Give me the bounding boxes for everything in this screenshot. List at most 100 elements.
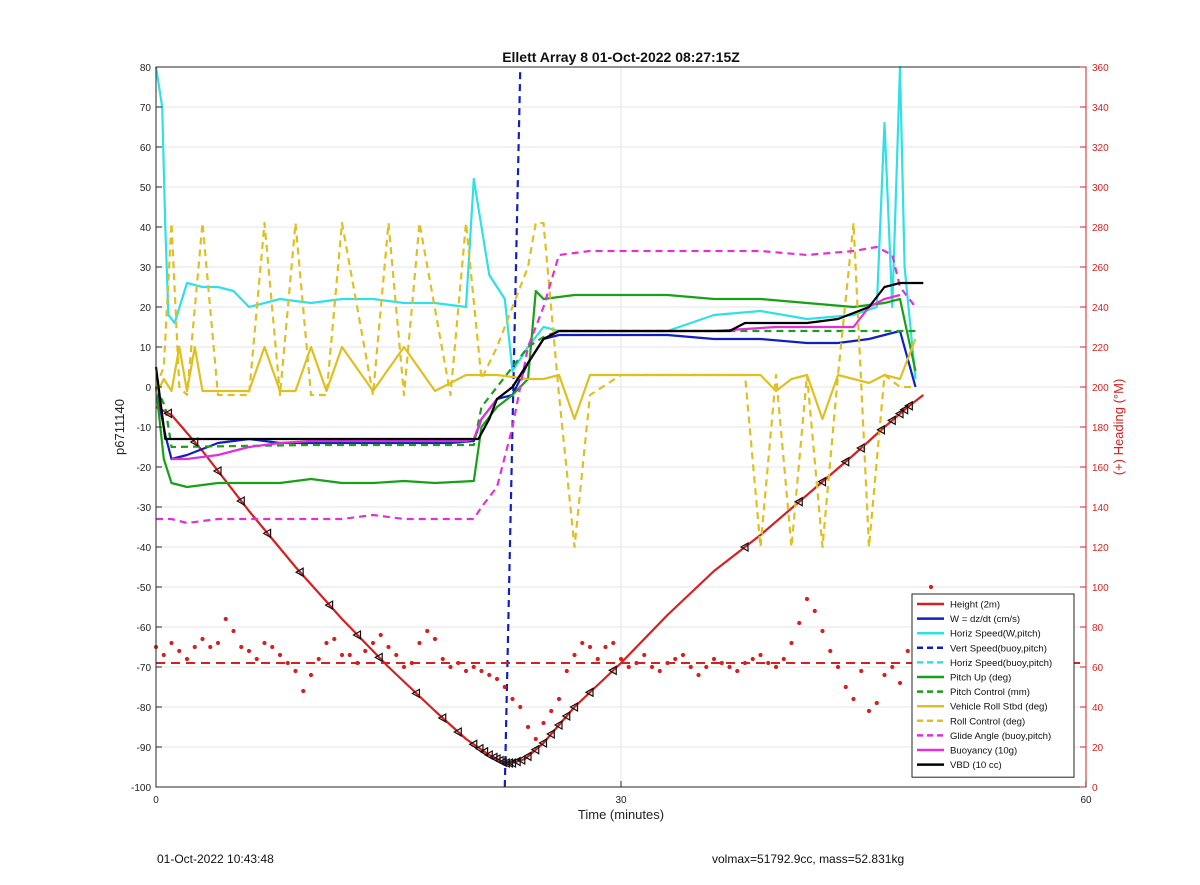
heading-point bbox=[370, 640, 376, 646]
height-marker bbox=[817, 476, 827, 487]
heading-point bbox=[425, 628, 430, 634]
y-tick-label: -10 bbox=[137, 423, 152, 434]
heading-point bbox=[479, 668, 484, 674]
y2-tick-label: 240 bbox=[1092, 303, 1109, 314]
heading-point bbox=[882, 672, 887, 678]
legend-box bbox=[911, 593, 1075, 778]
heading-point bbox=[200, 636, 205, 642]
heading-point bbox=[766, 660, 771, 666]
y2-axis-label: (+) Heading (°M) bbox=[1111, 379, 1126, 476]
y-tick-label: -30 bbox=[137, 503, 152, 514]
legend-label: VBD (10 cc) bbox=[950, 760, 1002, 771]
y-tick-label: 10 bbox=[140, 343, 152, 354]
heading-point bbox=[580, 640, 585, 646]
heading-point bbox=[851, 696, 856, 702]
height-markers bbox=[163, 400, 913, 769]
heading-point bbox=[262, 640, 267, 646]
heading-point bbox=[401, 664, 407, 670]
heading-point bbox=[363, 648, 368, 654]
height-marker bbox=[876, 424, 886, 435]
series-line-8 bbox=[154, 221, 916, 549]
y2-tick-label: 0 bbox=[1092, 783, 1098, 794]
heading-point bbox=[239, 644, 244, 650]
heading-point bbox=[696, 672, 701, 678]
legend-label: W = dz/dt (cm/s) bbox=[950, 614, 1020, 625]
heading-point bbox=[347, 652, 352, 658]
legend-label: Vert Speed(buoy,pitch) bbox=[950, 643, 1047, 654]
footer-vehicle-info: volmax=51792.9cc, mass=52.831kg bbox=[712, 852, 905, 866]
height-marker bbox=[608, 665, 617, 676]
y2-tick-label: 120 bbox=[1092, 543, 1109, 554]
heading-point bbox=[928, 584, 934, 590]
y-tick-label: -80 bbox=[137, 703, 152, 714]
legend-label: Vehicle Roll Stbd (deg) bbox=[950, 702, 1048, 713]
heading-point bbox=[549, 708, 554, 714]
heading-point bbox=[804, 596, 810, 602]
y-tick-label: -60 bbox=[137, 623, 152, 634]
heading-point bbox=[820, 628, 825, 634]
y2-tick-label: 180 bbox=[1092, 423, 1109, 434]
heading-point bbox=[502, 684, 507, 690]
y-tick-label: 40 bbox=[140, 223, 152, 234]
heading-point bbox=[440, 656, 445, 662]
heading-point bbox=[859, 668, 864, 674]
y2-tick-label: 220 bbox=[1092, 343, 1109, 354]
y-tick-label: 50 bbox=[140, 183, 152, 194]
y2-tick-label: 320 bbox=[1092, 143, 1109, 154]
height-marker bbox=[794, 496, 803, 507]
heading-point bbox=[301, 688, 306, 694]
heading-point bbox=[828, 648, 833, 654]
heading-point bbox=[905, 648, 910, 654]
heading-point bbox=[223, 616, 228, 622]
chart-title: Ellett Array 8 01-Oct-2022 08:27:15Z bbox=[502, 49, 740, 65]
legend-label: Pitch Up (deg) bbox=[950, 673, 1011, 684]
y-axis-label: p6711140 bbox=[112, 399, 127, 455]
axes: -100-90-80-70-60-50-40-30-20-10010203040… bbox=[131, 63, 1109, 806]
y2-tick-label: 160 bbox=[1092, 463, 1109, 474]
heading-point bbox=[510, 696, 515, 702]
heading-point bbox=[897, 680, 903, 686]
heading-point bbox=[843, 684, 848, 690]
height-marker bbox=[324, 600, 334, 611]
heading-point bbox=[711, 656, 717, 662]
heading-point bbox=[184, 656, 190, 662]
y-tick-label: -50 bbox=[137, 583, 152, 594]
x-tick-label: 30 bbox=[615, 795, 627, 806]
y2-tick-label: 100 bbox=[1092, 583, 1109, 594]
y-tick-label: -20 bbox=[137, 463, 152, 474]
heading-point bbox=[417, 640, 422, 646]
heading-point bbox=[758, 652, 763, 658]
series-line-5 bbox=[154, 289, 917, 489]
heading-point bbox=[533, 736, 538, 742]
heading-point bbox=[192, 644, 197, 650]
heading-point bbox=[308, 672, 314, 678]
heading-point bbox=[177, 648, 182, 654]
height-marker bbox=[538, 737, 548, 749]
height-marker bbox=[739, 541, 749, 553]
heading-point bbox=[781, 656, 786, 662]
series-layer bbox=[154, 65, 924, 788]
heading-point bbox=[866, 708, 872, 714]
heading-point bbox=[789, 640, 794, 646]
heading-point bbox=[541, 720, 546, 726]
height-marker bbox=[411, 688, 420, 699]
series-line-0 bbox=[155, 394, 924, 765]
heading-point bbox=[471, 664, 476, 670]
y-tick-label: 80 bbox=[140, 63, 152, 74]
height-marker bbox=[453, 726, 462, 738]
legend-label: Height (2m) bbox=[950, 600, 1000, 611]
heading-point bbox=[378, 632, 383, 638]
heading-point bbox=[463, 668, 469, 674]
heading-point bbox=[657, 668, 662, 674]
heading-point bbox=[680, 652, 686, 658]
heading-point bbox=[161, 652, 166, 658]
heading-point bbox=[611, 640, 616, 646]
heading-point bbox=[339, 652, 345, 658]
height-marker bbox=[504, 757, 514, 769]
height-marker bbox=[189, 436, 199, 448]
height-marker bbox=[561, 710, 571, 722]
height-marker bbox=[546, 728, 555, 740]
heading-point bbox=[564, 668, 569, 674]
heading-point bbox=[572, 652, 577, 658]
